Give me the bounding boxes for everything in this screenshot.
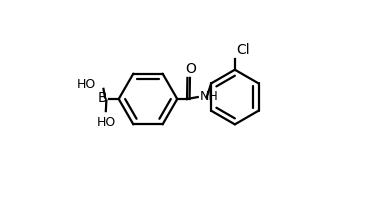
Text: HO: HO	[77, 78, 96, 91]
Text: HO: HO	[97, 116, 116, 129]
Text: Cl: Cl	[236, 43, 249, 57]
Text: NH: NH	[200, 90, 218, 103]
Text: B: B	[98, 91, 108, 105]
Text: O: O	[185, 62, 196, 76]
